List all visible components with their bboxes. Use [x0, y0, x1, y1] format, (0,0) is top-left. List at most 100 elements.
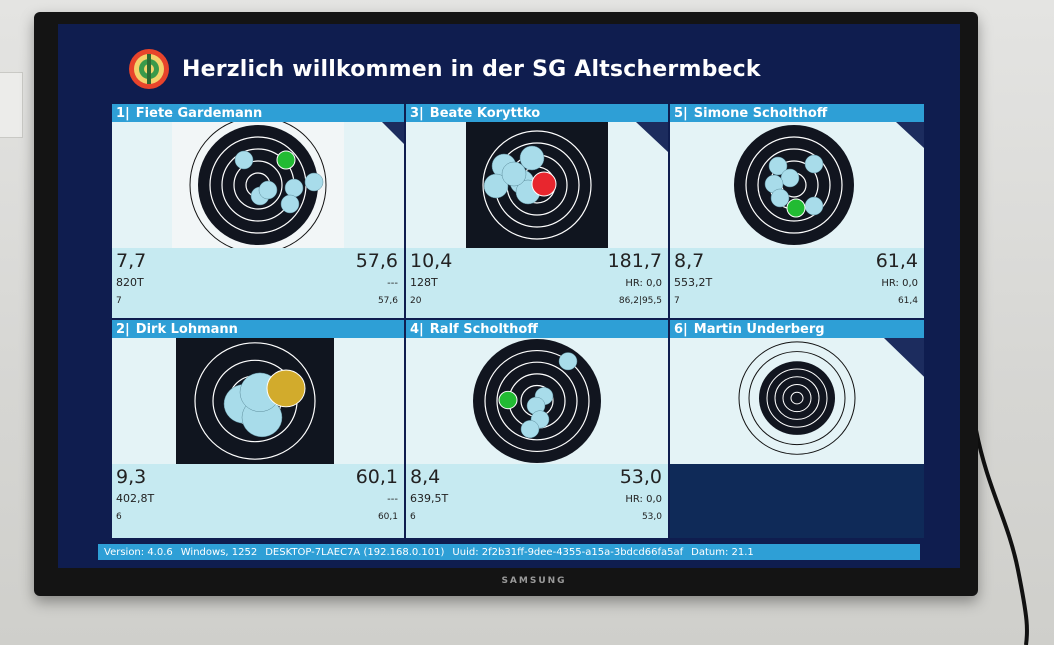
shot-marker [483, 173, 509, 199]
shot-count: 7 [674, 296, 680, 306]
target-view [112, 338, 404, 464]
shooter-name: Fiete Gardemann [135, 105, 263, 121]
shot-marker [501, 161, 527, 187]
status-bar: Version: 4.0.6 Windows, 1252 DESKTOP-7LA… [98, 544, 920, 560]
lane-card[interactable]: 2| Dirk Lohmann [112, 320, 404, 538]
score-panel: 9,3 60,1 402,8T --- 6 60,1 [112, 464, 404, 538]
shooter-name: Martin Underberg [693, 321, 825, 337]
target-view [406, 338, 668, 464]
target-area [112, 122, 404, 248]
total-score: 181,7 [607, 250, 662, 272]
series-scores: 53,0 [641, 512, 662, 522]
teiler-value: 820T [116, 276, 144, 289]
score-panel: 10,4 181,7 128T HR: 0,0 20 86,2|95,5 [406, 248, 668, 318]
total-score: 60,1 [355, 466, 398, 488]
lane-number: 5| [674, 105, 688, 121]
score-panel [670, 464, 924, 538]
lane-number: 6| [674, 321, 688, 337]
shooter-name: Ralf Scholthoff [429, 321, 538, 337]
shot-marker [520, 420, 540, 439]
total-score: 57,6 [355, 250, 398, 272]
teiler-value: 553,2T [674, 276, 713, 289]
shooter-name: Simone Scholthoff [693, 105, 828, 121]
display-screen: Herzlich willkommen in der SG Altschermb… [58, 24, 960, 568]
total-score: 61,4 [875, 250, 918, 272]
last-shot-value: 10,4 [410, 250, 453, 272]
lane-header: 1| Fiete Gardemann [112, 104, 404, 122]
status-uuid: Uuid: 2f2b31ff-9dee-4355-a15a-3bdcd66fa5… [452, 546, 684, 558]
hr-value: HR: 0,0 [881, 278, 918, 289]
lane-card[interactable]: 1| Fiete Gardemann [112, 104, 404, 318]
last-shot-value: 8,7 [674, 250, 705, 272]
latest-shot-marker [786, 198, 806, 218]
lane-header: 2| Dirk Lohmann [112, 320, 404, 338]
lane-number: 2| [116, 321, 130, 337]
series-scores: 57,6 [377, 296, 398, 306]
shot-marker [804, 154, 824, 174]
teiler-value: 128T [410, 276, 438, 289]
target-area [670, 122, 924, 248]
shot-marker [258, 180, 278, 200]
status-desktop: DESKTOP-7LAEC7A (192.168.0.101) [265, 546, 445, 558]
hr-value: HR: 0,0 [625, 494, 662, 505]
page-title: Herzlich willkommen in der SG Altschermb… [182, 56, 761, 82]
shot-marker [558, 352, 578, 371]
series-scores: 86,2|95,5 [618, 296, 662, 306]
last-shot-value: 9,3 [116, 466, 147, 488]
latest-shot-marker [266, 369, 306, 408]
lane-card[interactable]: 6| Martin Underberg [670, 320, 924, 538]
lane-card[interactable]: 4| Ralf Scholthoff [406, 320, 668, 538]
target-area [112, 338, 404, 464]
status-os: Windows, 1252 [180, 546, 258, 558]
target-face [738, 341, 856, 455]
shot-marker [280, 194, 300, 214]
score-panel: 8,7 61,4 553,2T HR: 0,0 7 61,4 [670, 248, 924, 318]
hr-value: --- [387, 494, 398, 505]
target-view [406, 122, 668, 248]
hr-value: --- [387, 278, 398, 289]
lane-number: 1| [116, 105, 130, 121]
target-area [406, 122, 668, 248]
hr-value: HR: 0,0 [625, 278, 662, 289]
shot-marker [768, 156, 788, 176]
power-cable [974, 430, 1030, 645]
target-view [670, 122, 924, 248]
status-date: Datum: 21.1 [691, 546, 754, 558]
shooter-name: Beate Koryttko [429, 105, 541, 121]
shot-count: 6 [116, 512, 122, 522]
lane-card[interactable]: 5| Simone Scholthoff [670, 104, 924, 318]
target-view [670, 338, 924, 464]
page-header: Herzlich willkommen in der SG Altschermb… [128, 44, 761, 94]
shot-count: 7 [116, 296, 122, 306]
last-shot-value: 7,7 [116, 250, 147, 272]
teiler-value: 639,5T [410, 492, 449, 505]
club-logo [129, 49, 169, 89]
score-panel: 7,7 57,6 820T --- 7 57,6 [112, 248, 404, 318]
latest-shot-marker [531, 171, 557, 197]
last-shot-value: 8,4 [410, 466, 441, 488]
shot-marker [804, 196, 824, 216]
target-view [112, 122, 404, 248]
target-area [670, 338, 924, 464]
series-scores: 60,1 [377, 512, 398, 522]
shot-count: 6 [410, 512, 416, 522]
shot-marker [519, 145, 545, 171]
shot-marker [284, 178, 304, 198]
wall-switch [0, 72, 23, 138]
shot-marker [304, 172, 324, 192]
status-version: Version: 4.0.6 [104, 546, 173, 558]
lane-number: 4| [410, 321, 424, 337]
score-panel: 8,4 53,0 639,5T HR: 0,0 6 53,0 [406, 464, 668, 538]
teiler-value: 402,8T [116, 492, 155, 505]
lane-grid: 1| Fiete Gardemann [112, 104, 924, 538]
lane-header: 4| Ralf Scholthoff [406, 320, 668, 338]
lane-header: 3| Beate Koryttko [406, 104, 668, 122]
series-scores: 61,4 [897, 296, 918, 306]
lane-header: 6| Martin Underberg [670, 320, 924, 338]
lane-header: 5| Simone Scholthoff [670, 104, 924, 122]
lane-number: 3| [410, 105, 424, 121]
shot-count: 20 [410, 296, 422, 306]
shooter-name: Dirk Lohmann [135, 321, 238, 337]
latest-shot-marker [498, 390, 518, 410]
lane-card[interactable]: 3| Beate Koryttko [406, 104, 668, 318]
